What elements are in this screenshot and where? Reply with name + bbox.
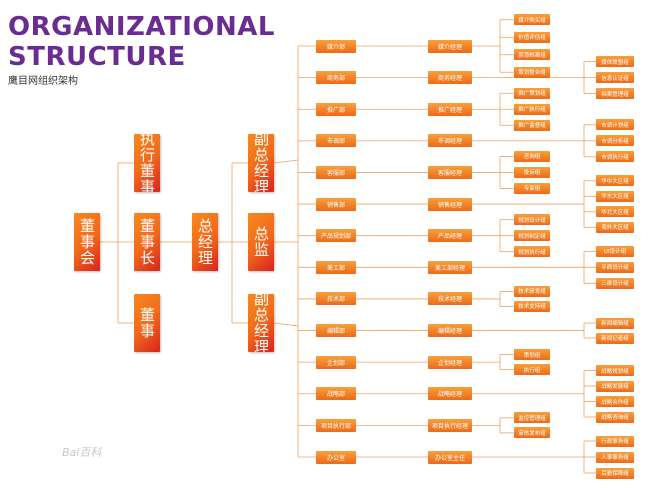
dept-box: 客服部 bbox=[316, 165, 356, 179]
dept-box: 编辑部 bbox=[316, 324, 356, 338]
far-group-box: 新闻记者组 bbox=[596, 332, 634, 344]
far-group-box: 战略发展组 bbox=[596, 380, 634, 392]
manager-box: 战略经理 bbox=[428, 387, 472, 401]
far-group-box: 档案管理组 bbox=[596, 88, 634, 100]
far-group-box: UI设计组 bbox=[596, 245, 634, 257]
dept-box: 媒介部 bbox=[316, 39, 356, 53]
manager-box: 媒介经理 bbox=[428, 39, 472, 53]
far-group-box: 战略规划组 bbox=[596, 365, 634, 377]
dept-box: 商务部 bbox=[316, 71, 356, 85]
group-box: 技术支持组 bbox=[514, 300, 550, 312]
dept-box: 销售部 bbox=[316, 197, 356, 211]
group-box: 专家组 bbox=[514, 182, 550, 194]
far-group-box: 媒体联盟组 bbox=[596, 56, 634, 68]
subtitle: 鹰目网组织架构 bbox=[8, 76, 78, 87]
vice-gm-box-1: 副总经理 bbox=[248, 134, 274, 192]
far-group-box: 华东大区组 bbox=[596, 190, 634, 202]
far-group-box: 后勤保障组 bbox=[596, 467, 634, 479]
dept-box: 技术部 bbox=[316, 292, 356, 306]
manager-box: 产品经理 bbox=[428, 229, 472, 243]
far-group-box: 人事事务组 bbox=[596, 451, 634, 463]
dept-box: 项目执行部 bbox=[316, 418, 356, 432]
group-box: 推广策划组 bbox=[514, 87, 550, 99]
far-group-box: 战略咨询组 bbox=[596, 411, 634, 423]
watermark: Bai百科 bbox=[62, 446, 102, 459]
director-box: 董事 bbox=[134, 294, 160, 352]
manager-box: 编辑经理 bbox=[428, 324, 472, 338]
group-box: 媒介购买组 bbox=[514, 14, 550, 26]
far-group-box: 华中大区组 bbox=[596, 175, 634, 187]
far-group-box: 海外大区组 bbox=[596, 221, 634, 233]
far-group-box: 战略合作组 bbox=[596, 396, 634, 408]
far-group-box: 三维设计组 bbox=[596, 277, 634, 289]
manager-box: 客服经理 bbox=[428, 165, 472, 179]
manager-box: 商务经理 bbox=[428, 71, 472, 85]
manager-box: 美工部经理 bbox=[428, 260, 472, 274]
dept-box: 企划部 bbox=[316, 355, 356, 369]
group-box: 投诉组 bbox=[514, 166, 550, 178]
group-box: 审核发布组 bbox=[514, 427, 550, 439]
dept-box: 战略部 bbox=[316, 387, 356, 401]
far-group-box: 行政事务组 bbox=[596, 435, 634, 447]
exec-director-box: 执行董事 bbox=[134, 134, 160, 192]
board-box: 董事会 bbox=[74, 213, 100, 271]
general-supervisor-box: 总监 bbox=[248, 213, 274, 271]
far-group-box: 市调计划组 bbox=[596, 119, 634, 131]
far-group-box: 市调分析组 bbox=[596, 135, 634, 147]
fan bbox=[273, 159, 299, 164]
dept-box: 美工部 bbox=[316, 260, 356, 274]
manager-box: 办公室主任 bbox=[428, 450, 472, 464]
manager-box: 企划经理 bbox=[428, 355, 472, 369]
chairman-box: 董事长 bbox=[134, 213, 160, 271]
group-box: 技术研发组 bbox=[514, 285, 550, 297]
manager-box: 推广经理 bbox=[428, 102, 472, 116]
group-box: 价值评估组 bbox=[514, 31, 550, 43]
group-box: 策划整合组 bbox=[514, 66, 550, 78]
dept-box: 办公室 bbox=[316, 450, 356, 464]
far-group-box: 市调执行组 bbox=[596, 151, 634, 163]
manager-box: 技术经理 bbox=[428, 292, 472, 306]
general-manager-box: 总经理 bbox=[192, 213, 218, 271]
group-box: 策划组 bbox=[514, 349, 550, 361]
manager-box: 销售经理 bbox=[428, 197, 472, 211]
group-box: 执行组 bbox=[514, 364, 550, 376]
group-box: 推广执行组 bbox=[514, 103, 550, 115]
vice-gm-box-2: 副总经理 bbox=[248, 294, 274, 352]
group-box: 规划执行组 bbox=[514, 246, 550, 258]
manager-box: 市调经理 bbox=[428, 134, 472, 148]
group-box: 咨询组 bbox=[514, 150, 550, 162]
far-group-box: 平面设计组 bbox=[596, 261, 634, 273]
dept-box: 市调部 bbox=[316, 134, 356, 148]
group-box: 资源档案组 bbox=[514, 49, 550, 61]
group-box: 规划设计组 bbox=[514, 214, 550, 226]
group-box: 规划制定组 bbox=[514, 230, 550, 242]
fan bbox=[273, 322, 299, 327]
group-box: 推广监督组 bbox=[514, 119, 550, 131]
far-group-box: 新闻编辑组 bbox=[596, 317, 634, 329]
manager-box: 项目执行经理 bbox=[428, 418, 472, 432]
far-group-box: 华北大区组 bbox=[596, 206, 634, 218]
dept-box: 推广部 bbox=[316, 102, 356, 116]
group-box: 监控管理组 bbox=[514, 412, 550, 424]
far-group-box: 信息认证组 bbox=[596, 72, 634, 84]
title-line-1: ORGANIZATIONAL bbox=[8, 12, 275, 42]
title-line-2: STRUCTURE bbox=[8, 42, 186, 72]
dept-box: 产品规划部 bbox=[316, 229, 356, 243]
